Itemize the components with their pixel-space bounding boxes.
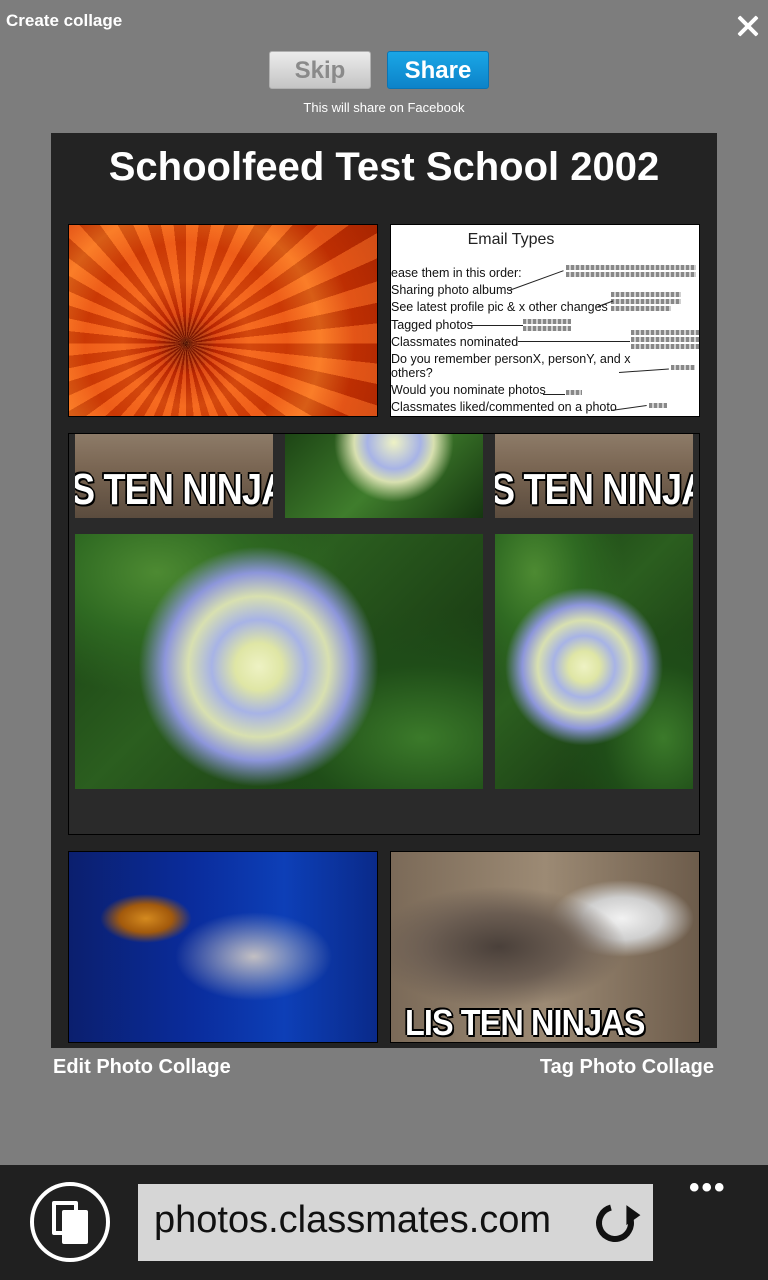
edit-photo-collage-link[interactable]: Edit Photo Collage — [53, 1056, 231, 1078]
mosaic-tile-ninja: S TEN NINJA — [495, 434, 693, 518]
doc-note — [649, 403, 667, 408]
share-button[interactable]: Share — [387, 51, 489, 89]
tabs-icon[interactable] — [30, 1182, 110, 1262]
address-text: photos.classmates.com — [154, 1199, 552, 1241]
doc-note — [523, 319, 571, 324]
doc-note — [523, 326, 571, 331]
email-doc-line: ease them in this order: — [391, 266, 522, 280]
tag-photo-collage-link[interactable]: Tag Photo Collage — [539, 1056, 714, 1078]
collage-preview: Schoolfeed Test School 2002 Email Types … — [51, 133, 717, 1048]
doc-note — [611, 306, 671, 311]
mosaic-tile-hydrangea-large — [75, 534, 483, 789]
photo-mosaic[interactable]: S TEN NINJA S TEN NINJA — [68, 433, 700, 835]
email-doc-heading: Email Types — [467, 231, 555, 248]
mosaic-tile-hydrangea — [495, 534, 693, 789]
email-doc-line: Tagged photos — [391, 318, 474, 332]
photo-jellyfish[interactable] — [68, 851, 378, 1043]
collage-title: Schoolfeed Test School 2002 — [108, 145, 660, 189]
doc-note — [631, 330, 699, 335]
mosaic-tile-hydrangea — [285, 434, 483, 518]
skip-button[interactable]: Skip — [269, 51, 371, 89]
close-icon[interactable] — [734, 12, 762, 40]
doc-note — [611, 292, 681, 297]
doc-note — [631, 337, 699, 342]
doc-note — [566, 390, 582, 395]
meme-text: S TEN NINJA — [75, 465, 273, 514]
doc-arrow — [518, 341, 630, 342]
email-doc-line: Classmates nominated — [391, 335, 519, 349]
doc-note — [566, 272, 696, 277]
doc-arrow — [543, 394, 565, 395]
photo-orange-flower[interactable] — [68, 224, 378, 417]
meme-text: S TEN NINJA — [495, 465, 693, 514]
more-menu-button[interactable]: ••• — [689, 1171, 727, 1204]
doc-note — [671, 365, 695, 370]
dialog-title: Create collage — [6, 11, 123, 30]
share-note: This will share on Facebook — [303, 100, 465, 115]
photo-dogs-meme[interactable]: LIS TEN NINJAS — [390, 851, 700, 1043]
doc-arrow — [471, 325, 523, 326]
doc-note — [566, 265, 696, 270]
email-doc-line: Sharing photo albums — [391, 283, 513, 297]
email-doc-line: See latest profile pic & x other changes — [391, 300, 608, 314]
email-doc-line: Do you remember personX, personY, and x — [391, 352, 631, 366]
refresh-icon[interactable] — [589, 1197, 641, 1249]
meme-text: LIS TEN NINJAS — [405, 1002, 645, 1043]
doc-arrow — [618, 368, 669, 373]
address-bar[interactable]: photos.classmates.com — [138, 1184, 653, 1261]
email-doc-line: Classmates liked/commented on a photo — [391, 400, 617, 414]
mosaic-tile-ninja: S TEN NINJA — [75, 434, 273, 518]
email-doc-line: others? — [391, 366, 433, 380]
doc-note — [631, 344, 699, 349]
photo-email-types-doc[interactable]: Email Types ease them in this order: Sha… — [390, 224, 700, 417]
email-doc-line: Would you nominate photos — [391, 383, 546, 397]
doc-note — [611, 299, 681, 304]
